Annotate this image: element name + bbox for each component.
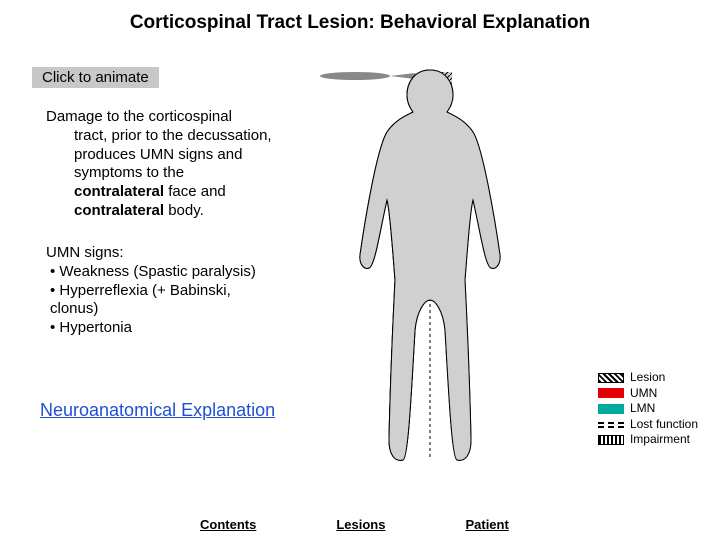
text-line: contralateral face and bbox=[46, 183, 306, 202]
legend-row: LMN bbox=[598, 401, 698, 417]
explanation-paragraph: Damage to the corticospinal tract, prior… bbox=[46, 108, 306, 221]
signs-heading: UMN signs: bbox=[46, 244, 316, 263]
text-line: contralateral body. bbox=[46, 202, 306, 221]
text-line: symptoms to the bbox=[46, 164, 306, 183]
text-line: tract, prior to the decussation, bbox=[46, 127, 306, 146]
bullet: • Weakness (Spastic paralysis) bbox=[46, 263, 316, 282]
scalpel-icon bbox=[320, 72, 417, 80]
legend-row: Impairment bbox=[598, 432, 698, 448]
bullet: • Hypertonia bbox=[46, 319, 316, 338]
nav-patient[interactable]: Patient bbox=[465, 517, 508, 532]
nav-lesions[interactable]: Lesions bbox=[336, 517, 385, 532]
bottom-nav: Contents Lesions Patient bbox=[200, 517, 660, 532]
body-diagram bbox=[295, 60, 565, 490]
signs-paragraph: UMN signs: • Weakness (Spastic paralysis… bbox=[46, 244, 316, 338]
legend: Lesion UMN LMN Lost function Impairment bbox=[598, 370, 698, 448]
animate-button[interactable]: Click to animate bbox=[32, 67, 159, 88]
impairment-swatch-icon bbox=[598, 435, 624, 445]
page-title: Corticospinal Tract Lesion: Behavioral E… bbox=[0, 12, 720, 34]
bullet: • Hyperreflexia (+ Babinski, bbox=[46, 282, 316, 301]
umn-swatch-icon bbox=[598, 388, 624, 398]
legend-row: Lesion bbox=[598, 370, 698, 386]
legend-row: UMN bbox=[598, 386, 698, 402]
lost-swatch-icon bbox=[598, 422, 624, 428]
nav-contents[interactable]: Contents bbox=[200, 517, 256, 532]
lmn-swatch-icon bbox=[598, 404, 624, 414]
lesion-swatch-icon bbox=[598, 373, 624, 383]
bullet: clonus) bbox=[46, 300, 316, 319]
neuroanatomical-link[interactable]: Neuroanatomical Explanation bbox=[40, 400, 275, 421]
legend-row: Lost function bbox=[598, 417, 698, 433]
text-line: produces UMN signs and bbox=[46, 146, 306, 165]
text-line: Damage to the corticospinal bbox=[46, 108, 306, 127]
